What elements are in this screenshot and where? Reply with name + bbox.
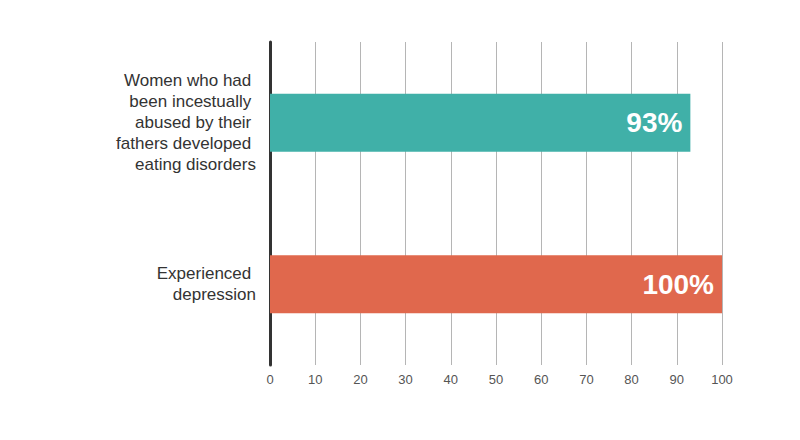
svg-text:30: 30 [398, 372, 412, 387]
svg-text:100: 100 [711, 372, 733, 387]
svg-text:Experienced: Experienced [157, 264, 256, 283]
svg-text:100%: 100% [642, 269, 714, 300]
svg-text:93%: 93% [626, 107, 682, 138]
svg-text:Women who had: Women who had [124, 71, 256, 90]
svg-text:depression: depression [173, 285, 256, 304]
svg-text:70: 70 [579, 372, 593, 387]
svg-text:60: 60 [534, 372, 548, 387]
svg-text:fathers developed: fathers developed [116, 134, 256, 153]
svg-text:been incestually: been incestually [129, 92, 256, 111]
svg-text:20: 20 [353, 372, 367, 387]
svg-text:eating disorders: eating disorders [135, 155, 256, 174]
svg-text:0: 0 [266, 372, 273, 387]
svg-text:40: 40 [444, 372, 458, 387]
svg-text:90: 90 [670, 372, 684, 387]
svg-text:10: 10 [308, 372, 322, 387]
svg-text:80: 80 [624, 372, 638, 387]
svg-text:abused by their: abused by their [135, 113, 256, 132]
svg-text:50: 50 [489, 372, 503, 387]
